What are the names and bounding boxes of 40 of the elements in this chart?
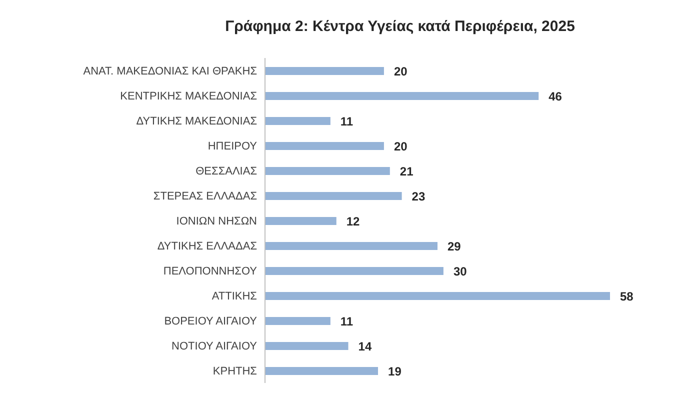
bar <box>265 217 336 225</box>
data-label: 21 <box>400 164 414 178</box>
data-label: 46 <box>548 89 562 104</box>
data-label: 12 <box>346 214 360 228</box>
y-tick-label: ΔΥΤΙΚΗΣ ΜΑΚΕΔΟΝΙΑΣ <box>136 115 258 128</box>
y-tick-label: ΒΟΡΕΙΟΥ ΑΙΓΑΙΟΥ <box>164 315 258 328</box>
bar <box>265 367 378 375</box>
data-label: 11 <box>340 314 354 328</box>
y-tick-label: ΑΤΤΙΚΗΣ <box>212 290 258 302</box>
y-tick-label: ΚΕΝΤΡΙΚΗΣ ΜΑΚΕΔΟΝΙΑΣ <box>120 90 258 102</box>
data-label: 11 <box>340 114 354 128</box>
bar <box>265 92 539 100</box>
data-label: 14 <box>358 339 372 354</box>
data-label: 20 <box>394 139 408 154</box>
bar <box>265 117 330 125</box>
y-tick-label: ΙΟΝΙΩΝ ΝΗΣΩΝ <box>176 215 258 228</box>
data-label: 20 <box>394 64 408 78</box>
data-label: 29 <box>448 239 462 254</box>
data-label: 19 <box>388 364 402 378</box>
bar <box>265 142 384 150</box>
chart-title: Γράφημα 2: Κέντρα Υγείας κατά Περιφέρεια, 2025 <box>224 18 576 35</box>
y-tick-label: ΗΠΕΙΡΟΥ <box>208 140 258 152</box>
y-tick-label: ΑΝΑΤ. ΜΑΚΕΔΟΝΙΑΣ ΚΑΙ ΘΡΑΚΗΣ <box>83 65 258 78</box>
y-tick-label: ΚΡΗΤΗΣ <box>212 365 258 378</box>
bar <box>265 67 384 75</box>
bar <box>265 292 610 300</box>
y-tick-label: ΔΥΤΙΚΗΣ ΕΛΛΑΔΑΣ <box>157 240 258 252</box>
bar <box>265 267 444 275</box>
data-label: 23 <box>412 189 426 204</box>
y-tick-label: ΠΕΛΟΠΟΝΝΗΣΟΥ <box>163 265 258 278</box>
y-tick-label: ΘΕΣΣΑΛΙΑΣ <box>196 165 258 178</box>
bar <box>265 167 390 175</box>
y-tick-label: ΣΤΕΡΕΑΣ ΕΛΛΑΔΑΣ <box>153 190 258 202</box>
y-tick-label: ΝΟΤΙΟΥ ΑΙΓΑΙΟΥ <box>172 340 258 352</box>
bar <box>265 317 330 325</box>
bar <box>265 242 438 250</box>
bar <box>265 192 402 200</box>
data-label: 30 <box>453 264 468 278</box>
data-label: 58 <box>620 289 634 304</box>
bar <box>265 342 348 350</box>
